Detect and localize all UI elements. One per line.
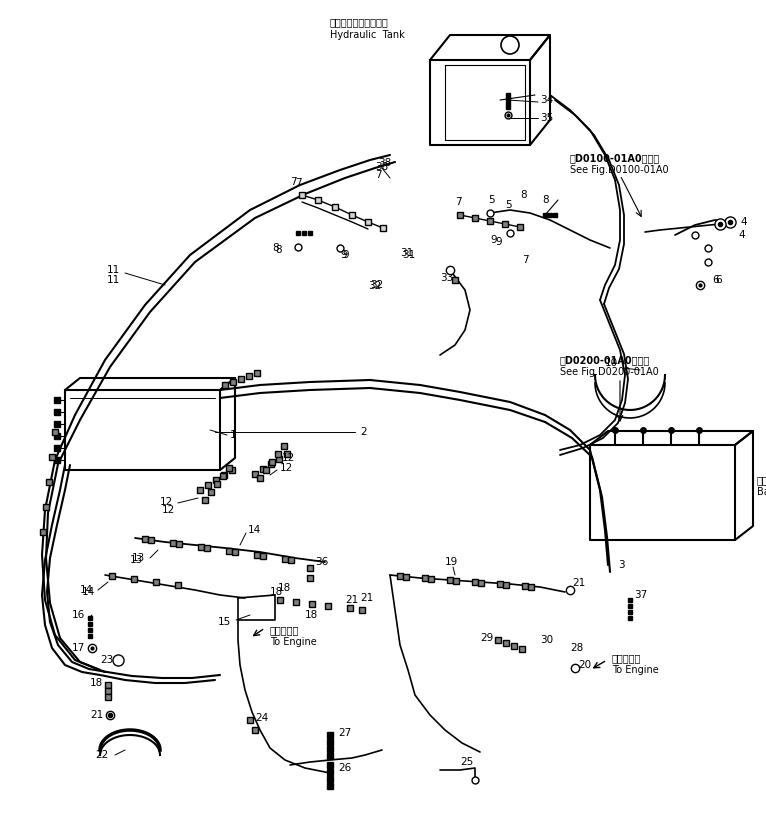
Text: Battery: Battery — [757, 487, 766, 497]
Text: 13: 13 — [130, 555, 143, 565]
Text: 6: 6 — [715, 275, 722, 285]
Text: 17: 17 — [72, 643, 85, 653]
Text: To Engine: To Engine — [270, 637, 317, 647]
Text: 18: 18 — [305, 610, 318, 620]
Text: 14: 14 — [80, 585, 93, 595]
Text: 37: 37 — [634, 590, 647, 600]
Text: 21: 21 — [90, 710, 103, 720]
Text: 13: 13 — [132, 553, 146, 563]
Text: 18: 18 — [278, 583, 291, 593]
Text: 4: 4 — [740, 217, 747, 227]
Text: バッテリ: バッテリ — [757, 475, 766, 485]
Text: 11: 11 — [107, 265, 120, 275]
Text: 第D0100-01A0図参照: 第D0100-01A0図参照 — [570, 153, 660, 163]
Text: 7: 7 — [455, 197, 462, 207]
Text: 24: 24 — [255, 713, 268, 723]
Text: 9: 9 — [342, 250, 349, 260]
Text: 22: 22 — [95, 750, 108, 760]
Text: ハイドロリックタンク: ハイドロリックタンク — [330, 17, 389, 27]
Text: 38: 38 — [375, 162, 388, 172]
Text: 5: 5 — [505, 200, 512, 210]
Text: エンジンへ: エンジンへ — [612, 653, 641, 663]
Text: 26: 26 — [338, 763, 352, 773]
Text: 30: 30 — [540, 635, 553, 645]
Text: 3: 3 — [618, 560, 624, 570]
Text: 1: 1 — [230, 430, 237, 440]
Text: Hydraulic  Tank: Hydraulic Tank — [330, 30, 404, 40]
Text: 7: 7 — [375, 170, 381, 180]
Text: 18: 18 — [270, 587, 283, 597]
Text: 8: 8 — [275, 245, 282, 255]
Text: 8: 8 — [520, 190, 527, 200]
Text: See Fig.D0200-01A0: See Fig.D0200-01A0 — [560, 367, 659, 377]
Text: 8: 8 — [272, 243, 279, 253]
Text: 20: 20 — [578, 660, 591, 670]
Text: 12: 12 — [162, 505, 175, 515]
Text: 8: 8 — [542, 195, 548, 205]
Text: 21: 21 — [345, 595, 358, 605]
Text: 12: 12 — [282, 453, 295, 463]
Text: 7: 7 — [295, 178, 302, 188]
Text: 25: 25 — [460, 757, 473, 767]
Text: 7: 7 — [290, 177, 296, 187]
Text: 19: 19 — [445, 557, 458, 567]
Text: エンジンへ: エンジンへ — [270, 625, 300, 635]
Text: 32: 32 — [368, 281, 381, 291]
Text: 29: 29 — [480, 633, 493, 643]
Text: 9: 9 — [490, 235, 496, 245]
Text: 4: 4 — [738, 230, 745, 240]
Text: 27: 27 — [338, 728, 352, 738]
Text: 32: 32 — [370, 280, 383, 290]
Text: 12: 12 — [280, 463, 293, 473]
Text: 21: 21 — [360, 593, 373, 603]
Text: 28: 28 — [570, 643, 583, 653]
Text: 5: 5 — [488, 195, 495, 205]
Text: 7: 7 — [522, 255, 529, 265]
Text: 23: 23 — [100, 655, 113, 665]
Text: 33: 33 — [440, 273, 453, 283]
Text: 6: 6 — [712, 275, 719, 285]
Text: 12: 12 — [160, 497, 173, 507]
Text: 34: 34 — [540, 95, 553, 105]
Text: 10: 10 — [605, 358, 618, 368]
Text: To Engine: To Engine — [612, 665, 659, 675]
Text: 16: 16 — [72, 610, 85, 620]
Text: 21: 21 — [572, 578, 585, 588]
Text: See Fig.D0100-01A0: See Fig.D0100-01A0 — [570, 165, 669, 175]
Text: 第D0200-01A0図参照: 第D0200-01A0図参照 — [560, 355, 650, 365]
Text: 9: 9 — [495, 237, 502, 247]
Text: 14: 14 — [82, 587, 95, 597]
Text: 11: 11 — [107, 275, 120, 285]
Text: 18: 18 — [90, 678, 103, 688]
Text: 36: 36 — [315, 557, 329, 567]
Text: 15: 15 — [218, 617, 231, 627]
Text: 35: 35 — [540, 113, 553, 123]
Text: 31: 31 — [402, 250, 415, 260]
Text: 9: 9 — [340, 250, 347, 260]
Text: 38: 38 — [378, 158, 391, 168]
Text: 31: 31 — [400, 248, 413, 258]
Text: 2: 2 — [360, 427, 367, 437]
Text: 14: 14 — [248, 525, 261, 535]
